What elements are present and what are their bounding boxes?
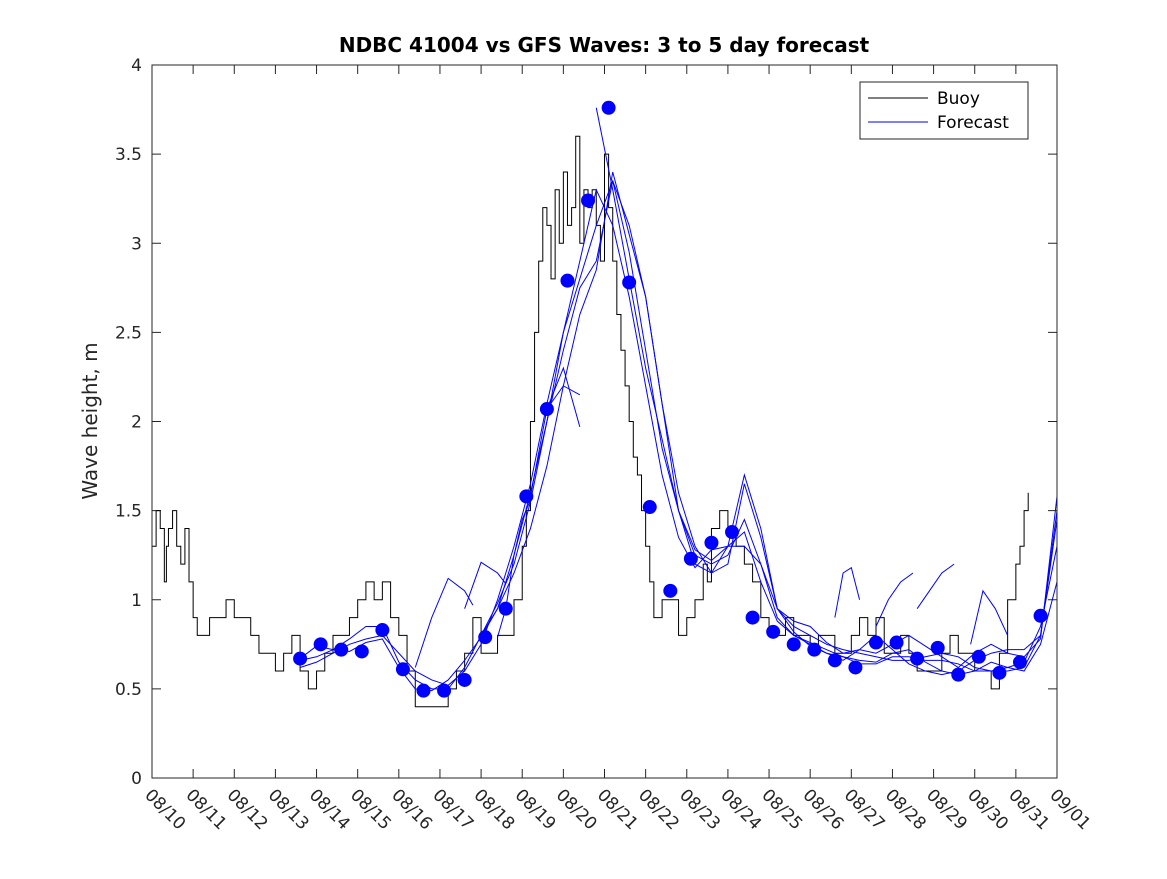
- y-tick-label-3: 1.5: [115, 502, 142, 522]
- legend-box: [859, 81, 1029, 140]
- x-tick-label-11: 08/21: [593, 785, 642, 834]
- forecast-marker-0: [293, 651, 308, 666]
- forecast-marker-20: [704, 535, 719, 550]
- x-tick-label-17: 08/27: [840, 785, 889, 834]
- forecast-marker-30: [910, 651, 925, 666]
- x-tick-label-10: 08/20: [552, 785, 601, 834]
- x-tick-label-5: 08/15: [346, 785, 395, 834]
- forecast-line-10: [834, 566, 861, 618]
- forecast-marker-3: [354, 644, 369, 659]
- y-tick-label-7: 3.5: [115, 145, 142, 165]
- legend: Buoy Forecast: [859, 81, 1029, 140]
- forecast-marker-26: [827, 653, 842, 668]
- forecast-marker-6: [416, 683, 431, 698]
- forecast-marker-11: [519, 489, 534, 504]
- forecast-marker-18: [663, 583, 678, 598]
- buoy-line: [152, 135, 1029, 708]
- x-tick-label-22: 09/01: [1045, 785, 1094, 834]
- x-tick-label-0: 08/10: [140, 785, 189, 834]
- x-tick-label-16: 08/26: [799, 785, 848, 834]
- x-tick-label-9: 08/19: [511, 785, 560, 834]
- x-tick-label-7: 08/17: [428, 785, 477, 834]
- y-tick-label-2: 1: [131, 591, 142, 611]
- legend-buoy-label: Buoy: [937, 89, 980, 109]
- forecast-line-5: [529, 385, 581, 497]
- forecast-marker-10: [498, 601, 513, 616]
- forecast-marker-19: [683, 551, 698, 566]
- x-tick-label-4: 08/14: [305, 785, 354, 834]
- forecast-marker-7: [437, 683, 452, 698]
- x-tick-label-19: 08/29: [922, 785, 971, 834]
- forecast-marker-23: [766, 624, 781, 639]
- x-tick-label-12: 08/22: [634, 785, 683, 834]
- y-axis-label: Wave height, m: [78, 342, 102, 499]
- forecast-line-6: [546, 366, 581, 427]
- x-tick-label-8: 08/18: [470, 785, 519, 834]
- forecast-marker-32: [951, 667, 966, 682]
- forecast-line-13: [970, 589, 1009, 645]
- y-tick-label-0: 0: [131, 769, 142, 789]
- forecast-line-7: [497, 499, 531, 638]
- x-tick-label-18: 08/28: [881, 785, 930, 834]
- buoy-series: [152, 135, 1029, 708]
- x-tick-label-1: 08/11: [182, 785, 231, 834]
- x-tick-label-20: 08/30: [963, 785, 1012, 834]
- y-tick-labels: 0 0.5 1 1.5 2 2.5 3 3.5 4: [115, 56, 142, 789]
- forecast-marker-2: [334, 642, 349, 657]
- forecast-marker-13: [560, 273, 575, 288]
- plot-area-border: [151, 64, 1058, 779]
- forecast-marker-24: [786, 637, 801, 652]
- forecast-line-3: [480, 171, 1058, 669]
- x-tick-label-15: 08/25: [758, 785, 807, 834]
- forecast-marker-5: [395, 662, 410, 677]
- forecast-marker-22: [745, 610, 760, 625]
- forecast-marker-12: [539, 402, 554, 417]
- y-tick-label-4: 2: [131, 413, 142, 433]
- y-tick-label-5: 2.5: [115, 323, 142, 343]
- forecast-marker-8: [457, 672, 472, 687]
- legend-forecast-label: Forecast: [937, 113, 1009, 133]
- forecast-marker-4: [375, 623, 390, 638]
- x-tick-labels: 08/1008/1108/1208/1308/1408/1508/1608/17…: [140, 785, 1094, 834]
- forecast-marker-21: [725, 525, 740, 540]
- chart-title: NDBC 41004 vs GFS Waves: 3 to 5 day fore…: [339, 33, 870, 57]
- forecast-marker-9: [478, 630, 493, 645]
- y-tick-label-1: 0.5: [115, 680, 142, 700]
- forecast-line-11: [875, 572, 914, 627]
- forecast-line-8: [414, 577, 474, 668]
- forecast-marker-28: [869, 635, 883, 650]
- forecast-marker-29: [889, 635, 904, 650]
- forecast-marker-25: [807, 642, 822, 657]
- forecast-marker-17: [642, 500, 657, 515]
- x-tick-label-2: 08/12: [223, 785, 272, 834]
- forecast-marker-1: [313, 637, 328, 652]
- forecast-marker-27: [848, 660, 863, 675]
- forecast-marker-36: [1033, 608, 1048, 623]
- x-tick-label-3: 08/13: [264, 785, 313, 834]
- forecast-marker-14: [581, 193, 596, 208]
- x-tick-label-13: 08/23: [675, 785, 724, 834]
- forecast-marker-16: [622, 275, 637, 290]
- forecast-markers: [293, 100, 1048, 698]
- forecast-marker-33: [971, 649, 986, 664]
- forecast-marker-35: [1012, 655, 1027, 670]
- forecast-marker-34: [992, 665, 1007, 680]
- y-tick-label-8: 4: [131, 56, 142, 76]
- forecast-line-12: [916, 563, 955, 609]
- forecast-line-9: [464, 561, 507, 609]
- x-tick-label-14: 08/24: [716, 785, 765, 834]
- x-tick-label-21: 08/31: [1004, 785, 1053, 834]
- forecast-line-4: [595, 107, 1058, 672]
- forecast-marker-31: [930, 640, 945, 655]
- x-tick-label-6: 08/16: [387, 785, 436, 834]
- y-tick-label-6: 3: [131, 234, 142, 254]
- forecast-marker-15: [601, 100, 616, 115]
